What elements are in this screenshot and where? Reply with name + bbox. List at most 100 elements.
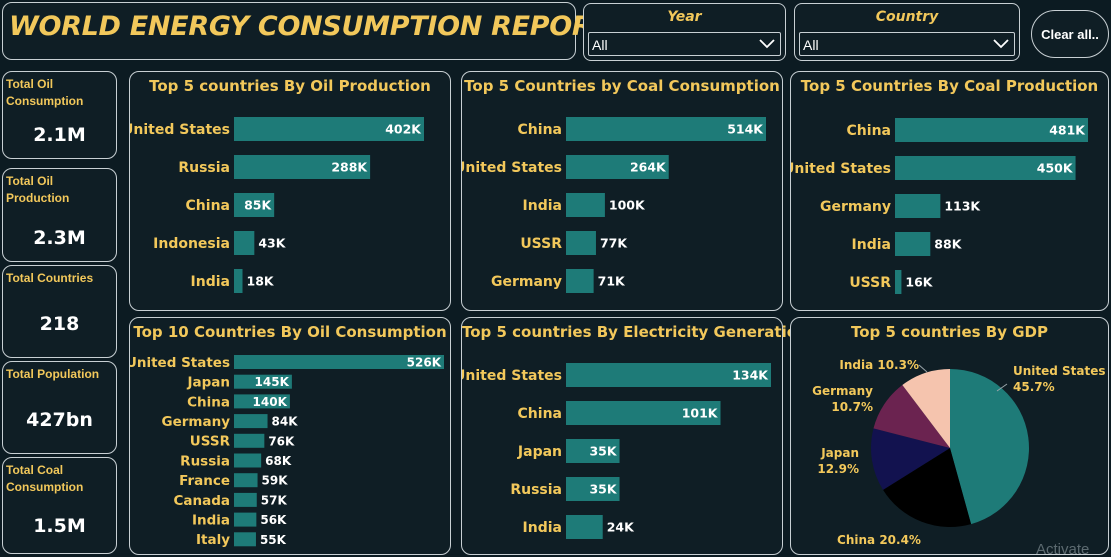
category-label: Italy: [196, 532, 230, 548]
category-label: China: [518, 406, 562, 422]
category-label: Japan: [186, 375, 230, 391]
category-label: China: [186, 198, 230, 214]
data-label: 56K: [260, 513, 287, 527]
data-label: 55K: [260, 533, 287, 547]
pie-slice[interactable]: [871, 428, 950, 490]
slice-label: Japan: [820, 446, 859, 460]
bar[interactable]: [895, 270, 902, 294]
chart-title: Top 5 Countries By Coal Production: [800, 77, 1099, 95]
country-slicer-label: Country: [875, 9, 939, 25]
bar[interactable]: [566, 117, 766, 141]
bar[interactable]: [895, 194, 941, 218]
category-label: India: [523, 520, 562, 536]
bar[interactable]: [566, 401, 721, 425]
category-label: Canada: [173, 493, 230, 509]
year-slicer-label: Year: [667, 9, 702, 25]
country-dropdown-value: All: [803, 37, 819, 53]
data-label: 57K: [261, 493, 288, 507]
chevron-down-icon: [759, 39, 775, 49]
clear-all-button[interactable]: Clear all..: [1031, 10, 1109, 58]
year-slicer: Year All: [583, 3, 786, 61]
chart-title: Top 5 countries By GDP: [851, 323, 1048, 341]
bar[interactable]: [566, 193, 605, 217]
slice-label: China 20.4%: [837, 533, 921, 547]
data-label: 402K: [385, 122, 422, 137]
category-label: Japan: [517, 444, 562, 460]
chart-gdp: Top 5 countries By GDP United States 45.7…: [790, 317, 1109, 555]
bar[interactable]: [234, 269, 243, 293]
category-label: Indonesia: [153, 236, 230, 252]
bar[interactable]: [566, 515, 603, 539]
chart-coal-consumption: Top 5 Countries by Coal Consumption Chin…: [454, 71, 783, 311]
bar[interactable]: [566, 269, 594, 293]
bar[interactable]: [234, 414, 268, 429]
data-label: 71K: [598, 274, 626, 289]
bar[interactable]: [234, 492, 257, 507]
kpi-card-oil-consumption: Total Oil Consumption 2.1M: [2, 71, 117, 159]
kpi-label: Total Oil Production: [6, 174, 70, 205]
category-label: USSR: [190, 434, 231, 450]
bar[interactable]: [234, 532, 256, 547]
category-label: France: [179, 473, 230, 489]
bar[interactable]: [234, 231, 255, 255]
activate-watermark: Activate: [1036, 541, 1090, 557]
bar[interactable]: [895, 232, 931, 256]
pie-slice[interactable]: [883, 448, 972, 527]
category-label: United States: [130, 122, 230, 138]
bar[interactable]: [566, 439, 620, 463]
bar[interactable]: [234, 193, 275, 217]
category-label: Russia: [510, 482, 562, 498]
category-label: United States: [130, 355, 230, 371]
bar[interactable]: [895, 156, 1076, 180]
bar[interactable]: [234, 453, 262, 468]
bar[interactable]: [234, 394, 290, 409]
data-label: 101K: [682, 406, 719, 421]
pie-slice[interactable]: [950, 369, 1029, 525]
year-dropdown[interactable]: All: [588, 32, 781, 56]
category-label: India: [192, 512, 230, 528]
category-label: Russia: [178, 160, 230, 176]
bar[interactable]: [234, 512, 257, 527]
pie-slice[interactable]: [873, 384, 950, 448]
bar[interactable]: [234, 473, 258, 488]
bar[interactable]: [234, 433, 265, 448]
bar[interactable]: [895, 118, 1088, 142]
kpi-value: 218: [39, 313, 80, 335]
kpi-card-total-countries: Total Countries 218: [2, 265, 117, 358]
leader-line: [918, 364, 928, 373]
data-label: 526K: [407, 356, 442, 370]
bar[interactable]: [234, 355, 444, 369]
year-dropdown-value: All: [592, 37, 608, 53]
bar[interactable]: [566, 477, 620, 501]
category-label: Germany: [162, 414, 231, 430]
data-label: 88K: [934, 237, 962, 252]
chart-title: Top 10 Countries By Oil Consumption: [133, 323, 447, 341]
data-label: 264K: [630, 160, 667, 175]
data-label: 288K: [331, 160, 368, 175]
data-label: 514K: [727, 122, 764, 137]
pie-slice[interactable]: [902, 369, 950, 448]
data-label: 100K: [609, 198, 646, 213]
data-label: 59K: [262, 474, 289, 488]
data-label: 18K: [247, 274, 275, 289]
data-label: 85K: [244, 198, 272, 213]
category-label: Germany: [491, 274, 562, 290]
kpi-card-oil-production: Total Oil Production 2.3M: [2, 168, 117, 262]
data-label: 24K: [607, 520, 635, 535]
bar[interactable]: [234, 117, 424, 141]
data-label: 140K: [253, 395, 288, 409]
country-dropdown[interactable]: All: [799, 32, 1015, 56]
bar[interactable]: [234, 155, 371, 179]
data-label: 16K: [905, 275, 933, 290]
electricity-generation-bar-chart: United States 134K China 101K Japan 35K Russia…: [454, 363, 771, 539]
bar[interactable]: [234, 374, 292, 389]
bar[interactable]: [566, 363, 771, 387]
category-label: India: [852, 237, 891, 253]
chevron-down-icon: [993, 39, 1009, 49]
data-label: 134K: [732, 368, 769, 383]
bar[interactable]: [566, 231, 596, 255]
category-label: India: [523, 198, 562, 214]
category-label: USSR: [849, 275, 891, 291]
bar[interactable]: [566, 155, 669, 179]
kpi-value: 2.1M: [33, 124, 86, 146]
